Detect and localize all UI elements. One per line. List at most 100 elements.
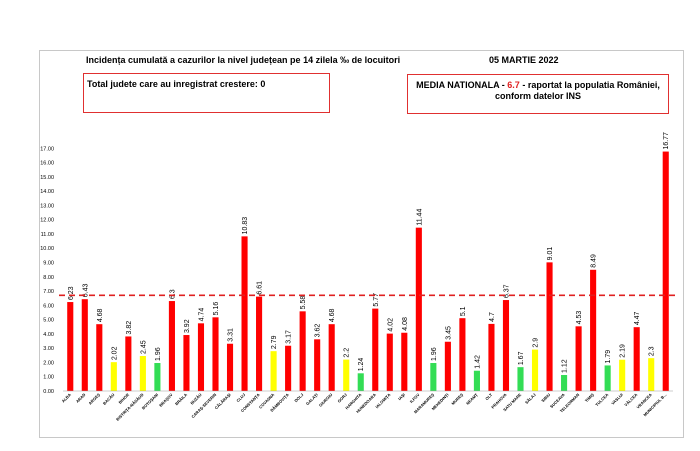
value-label: 4.02	[387, 318, 394, 332]
bar-botoşani	[154, 363, 161, 391]
value-label: 6.61	[257, 281, 264, 295]
bar-constanţa	[256, 296, 263, 391]
bar-timiş	[590, 269, 597, 391]
category-label: IAŞI	[397, 392, 406, 401]
bar-sibiu	[546, 262, 553, 391]
category-label: DOLJ	[293, 392, 304, 403]
national-average-prefix: MEDIA NATIONALA -	[416, 80, 508, 90]
bar-mureş	[459, 318, 466, 391]
category-label: ILFOV	[409, 392, 421, 404]
bar-hunedoara	[372, 308, 379, 391]
category-label: ARAD	[75, 392, 87, 404]
value-label: 2.9	[533, 338, 540, 348]
category-label: BIHOR	[117, 392, 130, 405]
value-label: 5.58	[300, 296, 307, 310]
bar-arad	[81, 299, 88, 391]
value-label: 16.77	[663, 132, 670, 150]
category-label: ARGEŞ	[87, 392, 101, 406]
y-tick-label: 2.00	[43, 360, 54, 366]
y-tick-label: 7.00	[43, 289, 54, 295]
value-label: 1.24	[358, 358, 365, 372]
national-average-source: conform datelor INS	[494, 91, 581, 101]
y-tick-label: 17.00	[40, 146, 54, 152]
value-label: 2.45	[140, 340, 147, 354]
value-label: 4.7	[489, 312, 496, 322]
value-label: 6.23	[68, 286, 75, 300]
value-label: 6.37	[503, 284, 510, 298]
category-label: SIBIU	[540, 392, 551, 403]
bar-cluj	[241, 236, 248, 391]
bar-neamţ	[473, 370, 480, 391]
value-label: 1.96	[431, 347, 438, 361]
value-label: 3.92	[184, 319, 191, 333]
y-tick-label: 5.00	[43, 318, 54, 324]
bar-braşov	[168, 301, 175, 391]
value-label: 4.53	[576, 311, 583, 325]
national-average-value: 6.7	[507, 80, 520, 90]
bar-dâmboviţa	[285, 345, 292, 391]
value-label: 5.1	[460, 306, 467, 316]
chart-title: Incidența cumulată a cazurilor la nivel …	[86, 55, 401, 65]
y-tick-label: 4.00	[43, 332, 54, 338]
category-label: BACĂU	[102, 392, 116, 406]
bar-dolj	[299, 311, 306, 391]
bar-teleorman	[575, 326, 582, 391]
bar-mehedinţi	[444, 341, 451, 391]
bar-galaţi	[314, 339, 321, 391]
bar-brăila	[183, 335, 190, 391]
category-label: GIURGIU	[318, 392, 334, 408]
increase-summary-text: Total judete care au inregistrat crester…	[87, 79, 266, 89]
bar-giurgiu	[328, 324, 335, 391]
bar-vaslui	[619, 359, 626, 391]
bar-tulcea	[604, 365, 611, 391]
bar-ialomiţa	[386, 333, 393, 391]
y-tick-label: 14.00	[40, 189, 54, 195]
chart-frame	[39, 50, 684, 438]
value-label: 3.82	[126, 321, 133, 335]
national-average-box: MEDIA NATIONALA - 6.7 - raportat la popu…	[407, 74, 669, 114]
category-label: BRAŞOV	[158, 392, 174, 408]
y-tick-label: 6.00	[43, 303, 54, 309]
value-label: 4.68	[329, 308, 336, 322]
category-label: TIMIŞ	[584, 392, 595, 403]
value-label: 2.2	[344, 348, 351, 358]
y-tick-label: 1.00	[43, 375, 54, 381]
category-label: NEAMŢ	[465, 392, 479, 406]
value-label: 1.67	[518, 351, 525, 365]
category-label: OLT	[484, 392, 493, 401]
bar-alba	[67, 302, 74, 391]
bar-harghita	[357, 373, 364, 391]
value-label: 9.01	[547, 247, 554, 261]
y-tick-label: 11.00	[41, 232, 54, 238]
value-label: 4.08	[402, 317, 409, 331]
category-label: ALBA	[61, 392, 72, 403]
value-label: 2.19	[620, 344, 627, 358]
bar-vâlcea	[633, 327, 640, 391]
value-label: 3.45	[445, 326, 452, 340]
y-tick-label: 8.00	[43, 275, 54, 281]
category-label: CLUJ	[235, 392, 246, 403]
value-label: 2.79	[271, 335, 278, 349]
y-tick-label: 12.00	[40, 218, 54, 224]
category-label: SĂLAJ	[524, 392, 537, 405]
value-label: 1.79	[605, 350, 612, 364]
national-average-suffix: - raportat la populatia României,	[522, 80, 660, 90]
bar-bihor	[125, 336, 132, 391]
bar-bacău	[110, 362, 117, 391]
bar-buzău	[197, 323, 205, 391]
bar-covasna	[270, 351, 277, 391]
category-label: IALOMIŢA	[374, 392, 391, 409]
y-tick-label: 16.00	[40, 161, 54, 167]
value-label: 2.02	[111, 346, 118, 360]
value-label: 4.47	[634, 311, 641, 325]
value-label: 1.12	[562, 359, 569, 373]
value-label: 1.42	[474, 355, 481, 369]
value-label: 3.31	[228, 328, 235, 342]
bar-ilfov	[415, 227, 422, 391]
y-tick-label: 0.00	[43, 389, 54, 395]
bar-caraş-severin	[212, 317, 219, 391]
report-date: 05 MARTIE 2022	[489, 55, 559, 65]
value-label: 1.96	[155, 347, 162, 361]
bar-gorj	[343, 359, 350, 391]
